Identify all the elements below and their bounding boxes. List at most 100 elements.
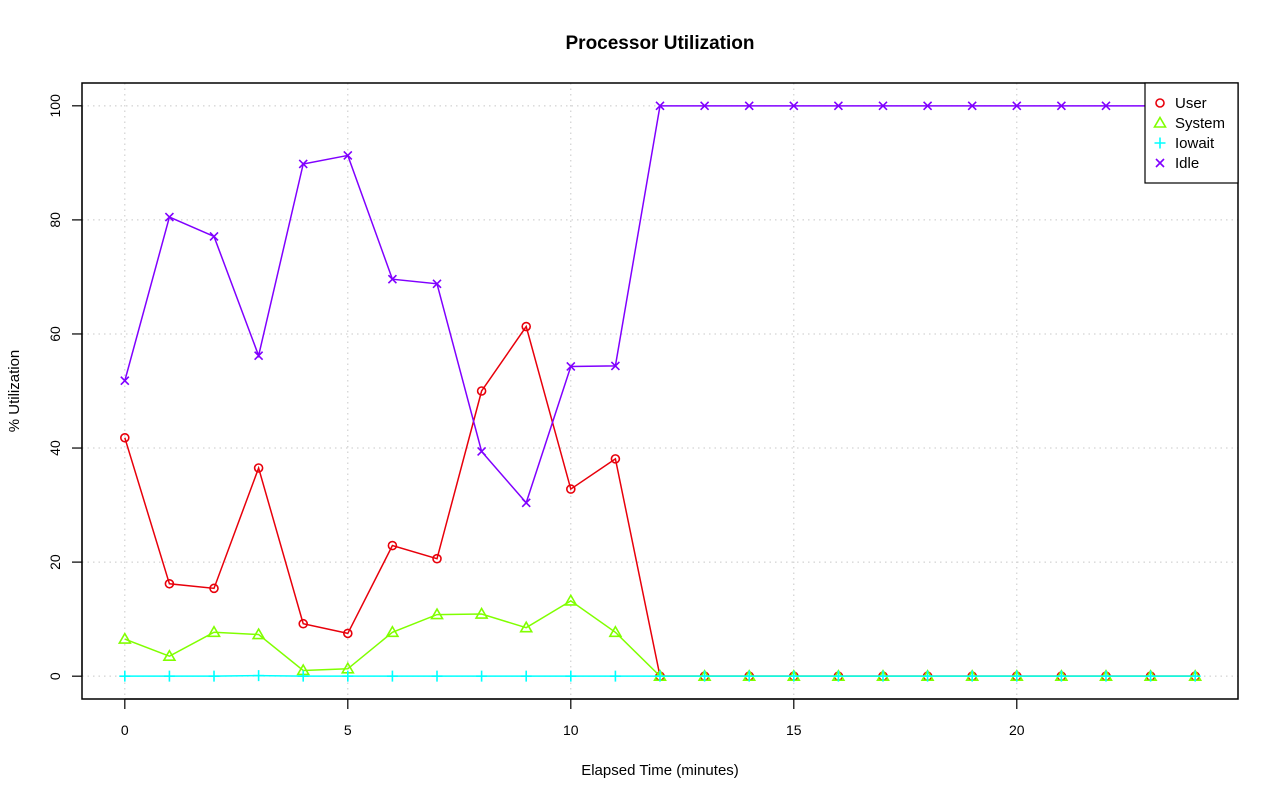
data-point-iowait [877, 670, 889, 682]
data-point-user [521, 321, 532, 332]
data-point-user [164, 578, 175, 589]
data-point-iowait [922, 670, 934, 682]
data-point-idle [254, 351, 264, 361]
data-point-user [343, 628, 353, 639]
legend-label-iowait: Iowait [1175, 135, 1215, 152]
data-point-iowait [654, 670, 666, 682]
y-tick-label: 20 [47, 554, 63, 570]
data-point-iowait [163, 670, 175, 682]
data-point-idle [655, 101, 665, 111]
x-tick-label: 5 [344, 722, 352, 738]
data-point-idle [566, 361, 576, 372]
y-tick-label: 80 [47, 212, 63, 228]
data-point-user [209, 583, 219, 594]
data-point-iowait [1145, 670, 1157, 682]
y-axis: 0 20 40 60 80 100 [47, 94, 83, 680]
data-point-user [476, 386, 487, 396]
data-point-iowait [520, 670, 532, 682]
legend-marker-iowait [1154, 137, 1166, 149]
series-line-idle [124, 105, 1196, 505]
data-point-system [563, 593, 578, 606]
legend-item-system: System [1153, 115, 1225, 132]
series-idle [120, 101, 1200, 508]
data-point-system [251, 627, 266, 640]
data-point-idle [1056, 101, 1066, 111]
data-point-system [162, 649, 177, 662]
data-point-iowait [253, 670, 265, 682]
data-point-system [430, 607, 444, 620]
y-tick-label: 60 [47, 326, 63, 342]
data-point-system [117, 632, 132, 644]
data-point-idle [521, 498, 531, 508]
series-line-system [124, 600, 1196, 677]
data-point-iowait [966, 670, 978, 682]
data-point-user [120, 432, 130, 443]
data-point-idle [1012, 101, 1022, 111]
data-point-iowait [1100, 670, 1112, 682]
data-point-iowait [431, 670, 443, 682]
data-point-idle [432, 279, 442, 289]
data-point-idle [878, 101, 888, 111]
y-tick-label: 40 [47, 440, 63, 456]
x-tick-label: 20 [1009, 722, 1025, 738]
data-point-iowait [699, 670, 711, 682]
data-point-iowait [297, 670, 309, 682]
grid-lines [82, 83, 1238, 699]
data-point-iowait [476, 670, 488, 682]
legend-item-iowait: Iowait [1154, 135, 1215, 152]
data-point-idle [833, 101, 843, 111]
x-tick-label: 10 [563, 722, 579, 738]
data-point-iowait [386, 670, 398, 682]
data-point-iowait [788, 670, 800, 682]
data-point-idle [610, 361, 620, 371]
data-point-idle [164, 212, 174, 222]
chart-title: Processor Utilization [566, 33, 755, 54]
data-point-iowait [1189, 670, 1201, 682]
data-point-idle [967, 101, 977, 111]
data-point-iowait [208, 670, 220, 682]
y-tick-label: 100 [47, 94, 63, 118]
legend: User System Iowait Idle [1144, 82, 1239, 184]
data-point-user [298, 618, 309, 629]
legend-label-user: User [1175, 95, 1207, 112]
data-point-system [207, 625, 221, 638]
data-point-idle [744, 101, 754, 111]
series-iowait [119, 670, 1201, 682]
data-point-idle [120, 376, 130, 386]
legend-marker-idle [1155, 158, 1165, 168]
data-point-idle [1101, 101, 1111, 111]
legend-marker-user [1155, 98, 1165, 108]
data-point-system [519, 620, 534, 633]
data-point-user [253, 463, 264, 473]
x-tick-label: 15 [786, 722, 802, 738]
data-point-idle [343, 150, 353, 161]
data-point-iowait [743, 670, 755, 682]
series-line-user [124, 324, 1196, 677]
data-point-iowait [609, 670, 621, 682]
legend-label-system: System [1175, 115, 1225, 132]
data-point-system [474, 606, 489, 619]
legend-item-idle: Idle [1155, 155, 1199, 172]
data-point-idle [298, 159, 308, 169]
x-axis: 0 5 10 15 20 [121, 698, 1025, 738]
data-point-iowait [565, 670, 577, 682]
x-tick-label: 0 [121, 722, 129, 738]
legend-item-user: User [1155, 95, 1207, 112]
data-point-iowait [342, 670, 354, 682]
data-point-iowait [1011, 670, 1023, 682]
y-tick-label: 0 [47, 672, 63, 680]
data-point-idle [789, 101, 799, 111]
data-point-user [610, 454, 621, 464]
data-point-user [432, 553, 442, 564]
data-point-user [566, 484, 576, 494]
data-point-idle [477, 446, 487, 457]
data-point-idle [209, 231, 219, 241]
data-point-system [385, 625, 400, 638]
data-point-iowait [119, 670, 131, 682]
data-point-iowait [832, 670, 844, 682]
plot-area-frame [81, 82, 1239, 700]
data-point-system [608, 625, 623, 638]
legend-label-idle: Idle [1175, 155, 1199, 172]
data-point-iowait [1055, 670, 1067, 682]
